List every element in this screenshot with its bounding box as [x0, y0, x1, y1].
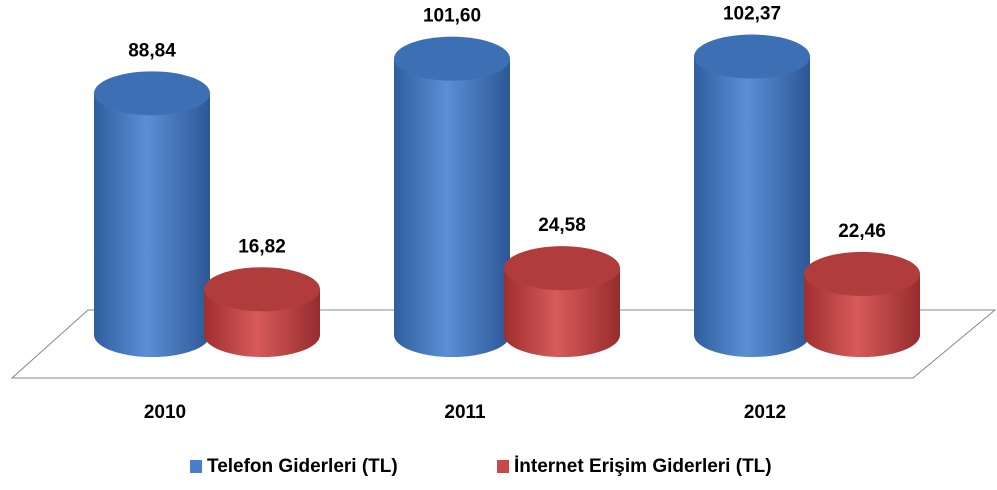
cylinder	[804, 273, 920, 357]
x-tick-label: 2012	[744, 402, 786, 423]
cylinder	[504, 268, 620, 357]
data-label: 16,82	[238, 236, 286, 257]
data-label: 22,46	[838, 221, 886, 242]
legend-swatch	[497, 460, 509, 473]
cylinder-top	[94, 71, 210, 116]
cylinder-top	[504, 246, 620, 291]
data-label: 102,37	[723, 4, 781, 25]
cylinder-top	[804, 251, 920, 296]
cylinder	[94, 93, 210, 358]
x-tick-label: 2010	[144, 402, 186, 423]
legend-label: İnternet Erişim Giderleri (TL)	[514, 456, 772, 477]
data-label: 101,60	[423, 6, 481, 27]
cylinder-top	[694, 34, 810, 79]
legend-label: Telefon Giderleri (TL)	[207, 456, 398, 477]
cylinder	[394, 58, 510, 357]
cylinder-top	[204, 267, 320, 312]
x-tick-label: 2011	[444, 402, 486, 423]
data-label: 88,84	[128, 40, 176, 61]
legend-swatch	[190, 460, 202, 473]
cylinder	[694, 56, 810, 358]
cylinder-top	[394, 36, 510, 81]
data-label: 24,58	[538, 215, 586, 236]
